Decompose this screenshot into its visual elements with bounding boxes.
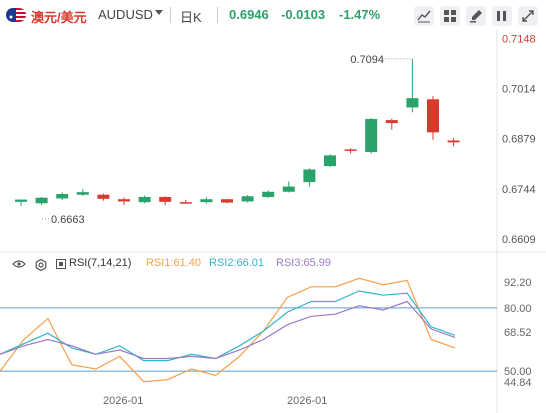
rsi-line — [0, 277, 456, 383]
high-price-annotation: 0.7094 — [350, 54, 384, 66]
chevron-down-icon[interactable] — [155, 10, 163, 15]
candle-body — [427, 99, 439, 133]
price-change-percent: -1.47% — [339, 7, 381, 22]
candle-body — [56, 194, 69, 199]
candle-body — [118, 199, 130, 202]
toolbar — [414, 6, 538, 26]
rsi-line — [0, 300, 456, 360]
candle-body — [159, 196, 172, 202]
gear-icon[interactable] — [35, 258, 47, 274]
brush-tool-icon[interactable] — [466, 6, 486, 26]
candlestick-series — [15, 58, 460, 206]
rsi-tick-label: 80.00 — [504, 303, 532, 315]
symbol-code-label[interactable]: AUDUSD — [98, 7, 153, 22]
divider — [170, 7, 171, 23]
chart-header: 澳元/美元 AUDUSD 日K 0.6946 -0.0103 -1.47% — [0, 0, 546, 30]
candle-body — [138, 196, 151, 203]
candle-body — [241, 196, 254, 202]
candle-body — [15, 199, 27, 202]
rsi-indicator-name: RSI(7,14,21) — [69, 257, 132, 269]
price-tick-label: 0.7014 — [502, 84, 536, 96]
price-tick-label: 0.7148 — [502, 34, 536, 46]
time-tick-label: 2026-01 — [103, 395, 143, 407]
time-tick-label: 2026-01 — [287, 395, 327, 407]
candle-body — [76, 192, 89, 195]
indicator-toggle-icon[interactable] — [56, 259, 66, 269]
rsi-tick-label: 92.20 — [504, 277, 532, 289]
candle-body — [221, 199, 233, 203]
price-change: -0.0103 — [281, 7, 326, 22]
fullscreen-icon[interactable] — [518, 6, 538, 26]
divider — [217, 7, 218, 23]
line-tool-icon[interactable] — [414, 6, 434, 26]
candle-body — [324, 155, 336, 167]
last-price: 0.6946 — [229, 7, 269, 22]
candle-body — [179, 202, 192, 204]
symbol-cn-label[interactable]: 澳元/美元 — [31, 10, 87, 25]
price-tick-label: 0.6744 — [502, 184, 536, 196]
period-selector[interactable]: 日K — [180, 10, 202, 25]
rsi-line — [0, 290, 456, 362]
rsi-series — [0, 277, 497, 383]
candle-body — [406, 98, 419, 108]
price-axis: 0.7148 0.7014 0.6879 0.6744 0.6609 — [502, 34, 536, 246]
rsi1-value: RSI1:61.40 — [146, 257, 202, 269]
candle-body — [97, 194, 110, 199]
low-price-annotation: 0.6663 — [51, 214, 85, 226]
price-annotations: 0.7094 0.6663 — [42, 54, 413, 226]
candle-body — [303, 169, 316, 183]
time-axis: 2026-01 2026-01 — [103, 395, 327, 407]
candle-body — [365, 118, 378, 153]
candle-body — [447, 140, 460, 143]
rsi-tick-label: 68.52 — [504, 327, 532, 339]
rsi3-value: RSI3:65.99 — [276, 257, 332, 269]
candle-body — [35, 197, 48, 204]
price-tick-label: 0.6609 — [502, 234, 536, 246]
candle-body — [282, 186, 295, 192]
candle-body — [385, 120, 398, 124]
eye-icon[interactable] — [12, 259, 26, 272]
candle-body — [344, 149, 357, 151]
price-tick-label: 0.6879 — [502, 134, 536, 146]
grid-tool-icon[interactable] — [440, 6, 460, 26]
rsi-tick-label: 50.00 — [504, 366, 532, 378]
cursor-tool-icon[interactable] — [492, 6, 512, 26]
candle-body — [262, 191, 275, 197]
rsi-tick-label: 44.84 — [504, 377, 532, 389]
candle-body — [200, 199, 213, 203]
rsi2-value: RSI2:66.01 — [209, 257, 265, 269]
au-us-flag-icon — [6, 8, 26, 22]
